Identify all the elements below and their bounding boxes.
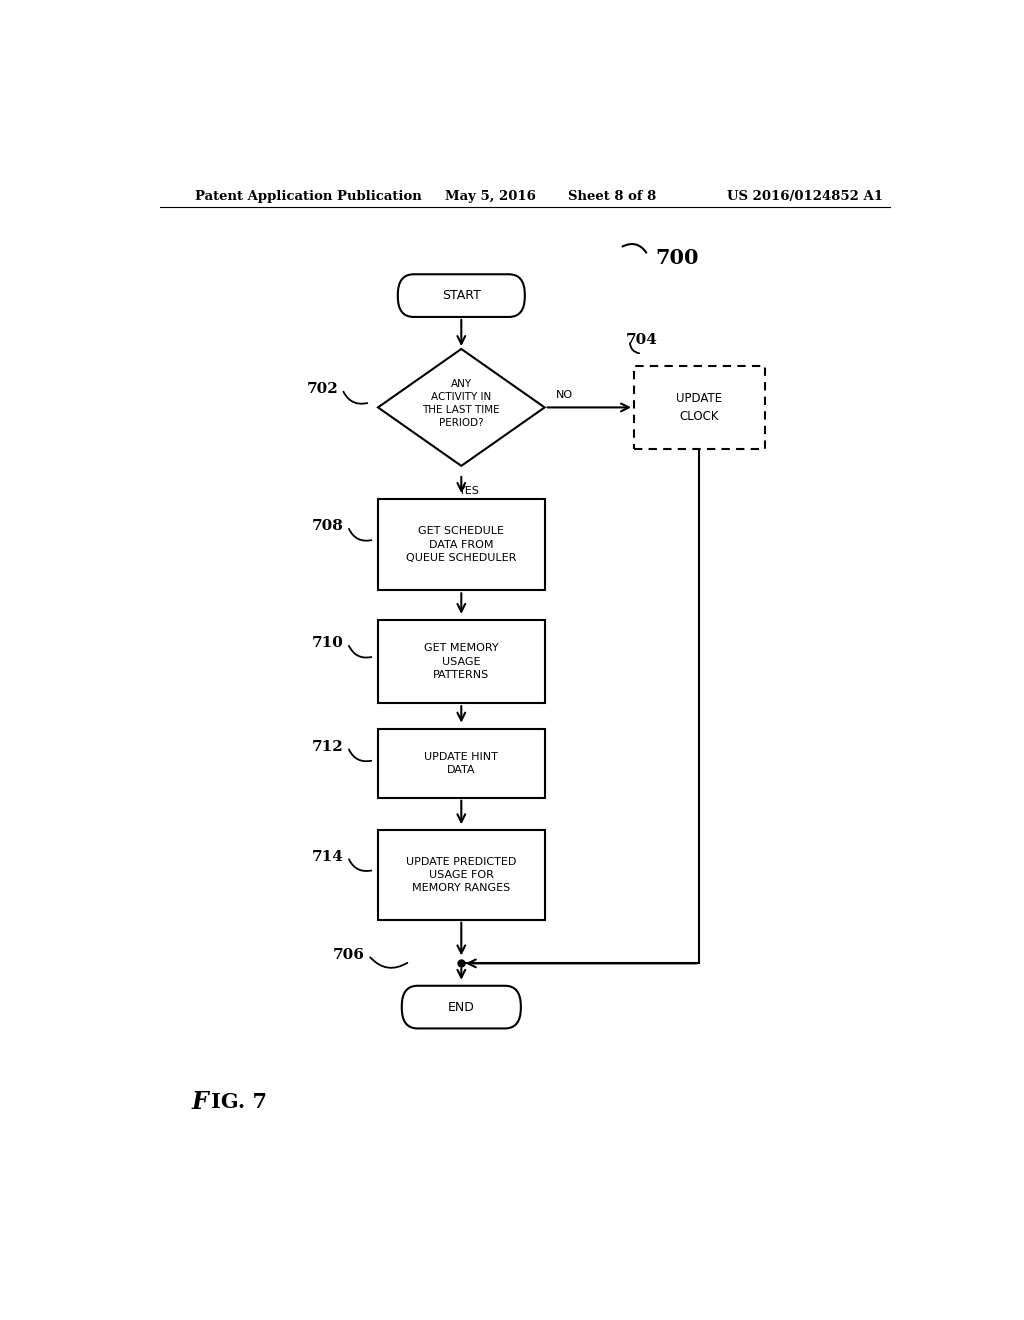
Text: UPDATE HINT
DATA: UPDATE HINT DATA	[424, 751, 499, 775]
Text: 706: 706	[333, 948, 365, 962]
Text: US 2016/0124852 A1: US 2016/0124852 A1	[727, 190, 883, 202]
Text: F: F	[191, 1089, 208, 1114]
Text: 710: 710	[312, 636, 344, 651]
Text: UPDATE PREDICTED
USAGE FOR
MEMORY RANGES: UPDATE PREDICTED USAGE FOR MEMORY RANGES	[407, 857, 516, 894]
Text: IG. 7: IG. 7	[211, 1092, 267, 1111]
Text: Patent Application Publication: Patent Application Publication	[196, 190, 422, 202]
Text: May 5, 2016: May 5, 2016	[445, 190, 537, 202]
Text: UPDATE
CLOCK: UPDATE CLOCK	[676, 392, 723, 422]
Text: NO: NO	[556, 391, 573, 400]
Text: START: START	[442, 289, 480, 302]
Text: END: END	[447, 1001, 475, 1014]
Text: 708: 708	[312, 519, 344, 533]
Text: 700: 700	[655, 248, 699, 268]
Bar	[378, 620, 545, 704]
Text: 702: 702	[306, 381, 338, 396]
Text: ANY
ACTIVITY IN
THE LAST TIME
PERIOD?: ANY ACTIVITY IN THE LAST TIME PERIOD?	[423, 379, 500, 428]
Text: GET SCHEDULE
DATA FROM
QUEUE SCHEDULER: GET SCHEDULE DATA FROM QUEUE SCHEDULER	[407, 527, 516, 562]
Text: 704: 704	[626, 334, 657, 347]
Bar	[378, 830, 545, 920]
Text: Sheet 8 of 8: Sheet 8 of 8	[568, 190, 656, 202]
FancyBboxPatch shape	[401, 986, 521, 1028]
Text: 712: 712	[312, 741, 344, 754]
FancyBboxPatch shape	[397, 275, 524, 317]
Text: 714: 714	[312, 850, 344, 863]
Bar	[634, 366, 765, 449]
Polygon shape	[378, 348, 545, 466]
Text: YES: YES	[459, 486, 479, 496]
Bar	[378, 729, 545, 797]
Text: GET MEMORY
USAGE
PATTERNS: GET MEMORY USAGE PATTERNS	[424, 643, 499, 680]
Bar	[378, 499, 545, 590]
